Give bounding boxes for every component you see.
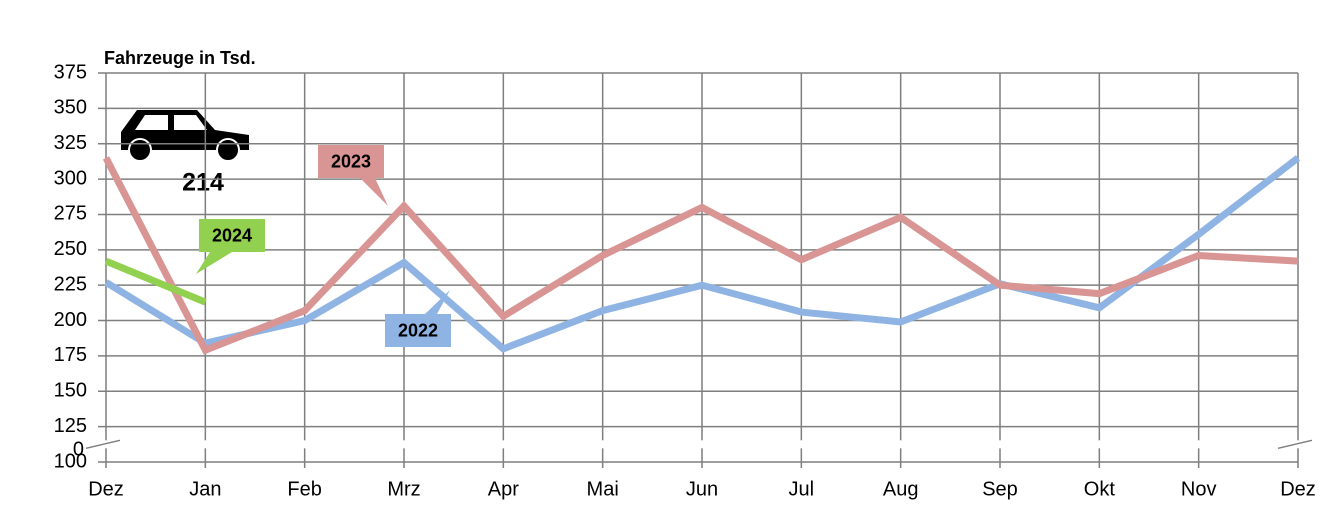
chart-title: Fahrzeuge in Tsd. xyxy=(104,48,256,68)
y-tick-label: 250 xyxy=(54,238,87,260)
x-tick-label: Dez xyxy=(1280,478,1316,500)
axis-break-mark xyxy=(85,439,121,450)
series-line xyxy=(104,155,1301,353)
legend-label: 2023 xyxy=(331,151,371,171)
x-tick-label: Jun xyxy=(686,478,718,500)
x-tick-label: Mrz xyxy=(387,478,420,500)
x-tick-label: Aug xyxy=(883,478,919,500)
x-tick-label: Feb xyxy=(287,478,321,500)
callout-pointer xyxy=(360,178,388,206)
x-tick-label: Mai xyxy=(587,478,619,500)
x-tick-label: Dez xyxy=(88,478,124,500)
callout-pointer xyxy=(196,252,232,274)
y-tick-label: 175 xyxy=(54,344,87,366)
series-line xyxy=(104,257,207,306)
axis-break-label: 0 xyxy=(73,439,84,461)
y-tick-label: 150 xyxy=(54,380,87,402)
y-tick-label: 300 xyxy=(54,167,87,189)
callout-box xyxy=(318,145,384,178)
axis-break-mark xyxy=(1277,439,1313,450)
y-tick-label: 200 xyxy=(54,309,87,331)
y-tick-label: 325 xyxy=(54,132,87,154)
legend-label: 2024 xyxy=(212,225,252,245)
legend-label: 2022 xyxy=(398,320,438,340)
annotation: 214 xyxy=(182,169,224,197)
x-tick-label: Jan xyxy=(189,478,221,500)
y-tick-label: 100 xyxy=(54,450,87,472)
x-tick-label: Apr xyxy=(488,478,519,500)
y-tick-label: 275 xyxy=(54,203,87,225)
x-tick-label: Jul xyxy=(789,478,815,500)
y-tick-label: 125 xyxy=(54,415,87,437)
x-tick-label: Okt xyxy=(1084,478,1116,500)
y-tick-label: 225 xyxy=(54,273,87,295)
callout-box xyxy=(385,314,451,347)
axis-break xyxy=(86,440,1318,449)
car-icon xyxy=(121,110,249,162)
series-line xyxy=(102,156,1299,355)
callout-box xyxy=(199,219,265,252)
y-tick-label: 375 xyxy=(54,61,87,83)
callout-pointer xyxy=(425,290,450,314)
x-tick-label: Nov xyxy=(1181,478,1217,500)
x-tick-label: Sep xyxy=(982,478,1018,500)
y-tick-label: 350 xyxy=(54,97,87,119)
